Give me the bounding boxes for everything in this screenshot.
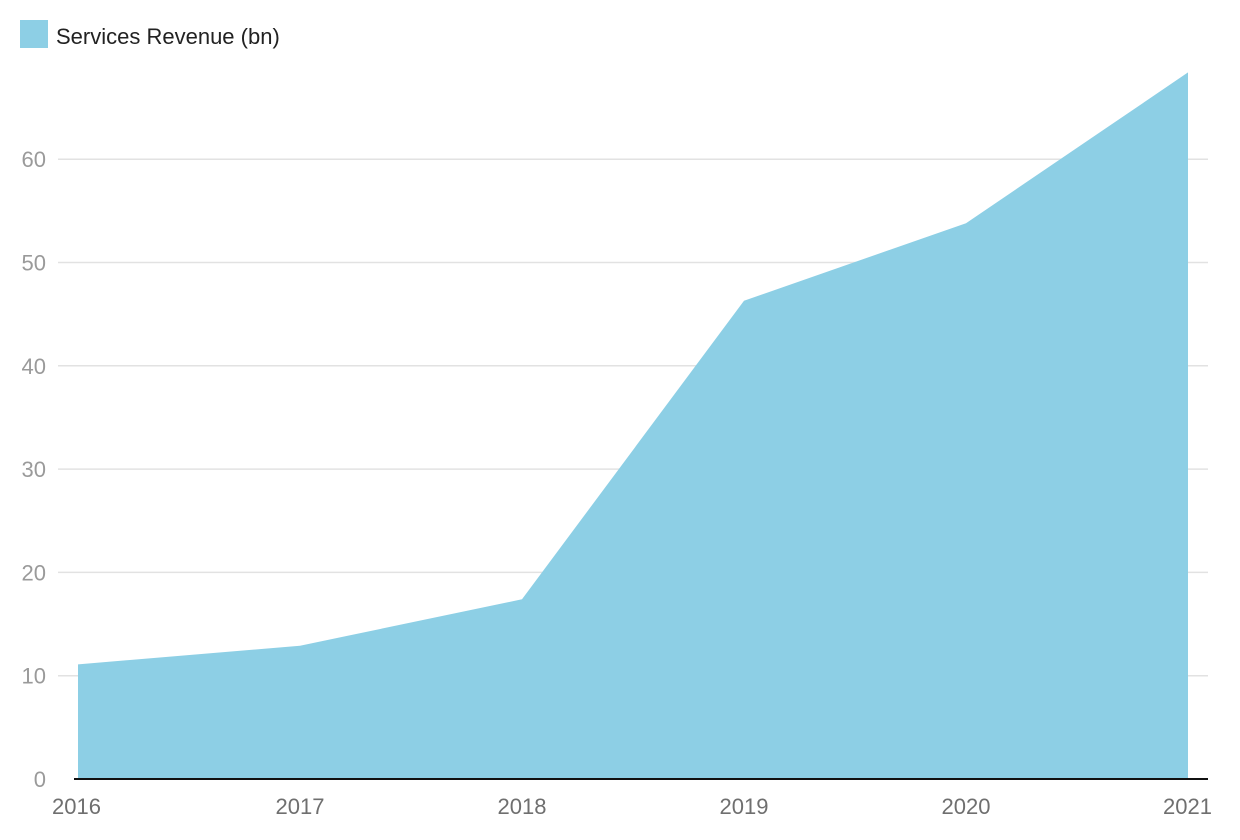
y-tick-label: 60	[22, 147, 46, 172]
y-tick-label: 20	[22, 560, 46, 585]
x-tick-label: 2016	[52, 794, 101, 819]
y-tick-label: 0	[34, 767, 46, 792]
series-area-0	[78, 72, 1188, 780]
x-axis-tick-labels: 2016 2017 2018 2019 2020 2021	[52, 794, 1212, 819]
x-tick-label: 2017	[276, 794, 325, 819]
y-axis-tick-labels: 0 10 20 30 40 50 60	[22, 147, 46, 792]
y-tick-label: 50	[22, 251, 46, 276]
legend-swatch	[20, 20, 48, 48]
x-tick-label: 2019	[720, 794, 769, 819]
x-tick-label: 2020	[942, 794, 991, 819]
y-tick-label: 40	[22, 354, 46, 379]
legend-label: Services Revenue (bn)	[56, 24, 280, 49]
series-area-layer	[78, 72, 1188, 780]
x-tick-label: 2018	[498, 794, 547, 819]
x-tick-label: 2021	[1163, 794, 1212, 819]
y-tick-label: 30	[22, 457, 46, 482]
legend: Services Revenue (bn)	[20, 20, 280, 49]
y-tick-label: 10	[22, 664, 46, 689]
